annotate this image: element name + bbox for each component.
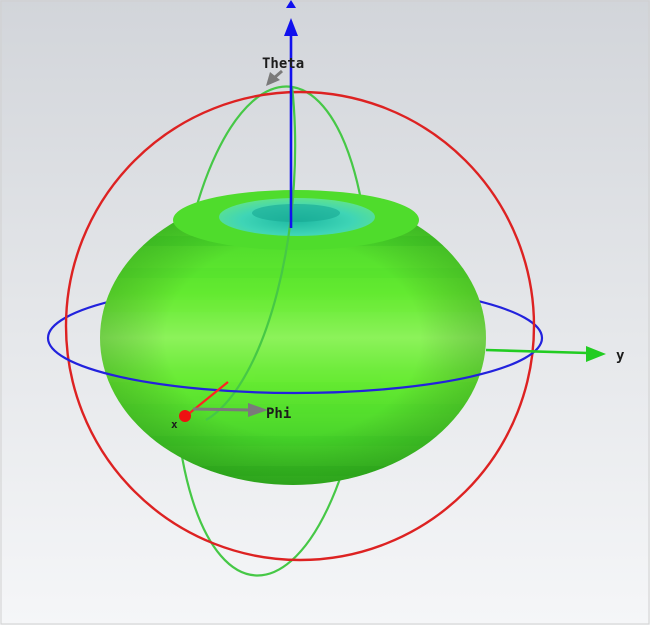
phi-circle-front xyxy=(46,337,544,395)
theta-label: Theta xyxy=(262,56,304,72)
theta-circle xyxy=(64,90,536,562)
z-axis xyxy=(284,0,298,228)
grey-arrow-icon xyxy=(266,69,283,86)
y-axis xyxy=(485,346,606,362)
meridian-circle-front xyxy=(205,85,297,421)
y-axis-label: y xyxy=(616,348,625,364)
red-dot-icon xyxy=(179,410,191,422)
radiation-pattern-body xyxy=(100,190,486,485)
phi-label: Phi xyxy=(266,406,291,422)
x-axis-label: x xyxy=(171,418,178,431)
grey-arrow-icon xyxy=(192,403,268,417)
